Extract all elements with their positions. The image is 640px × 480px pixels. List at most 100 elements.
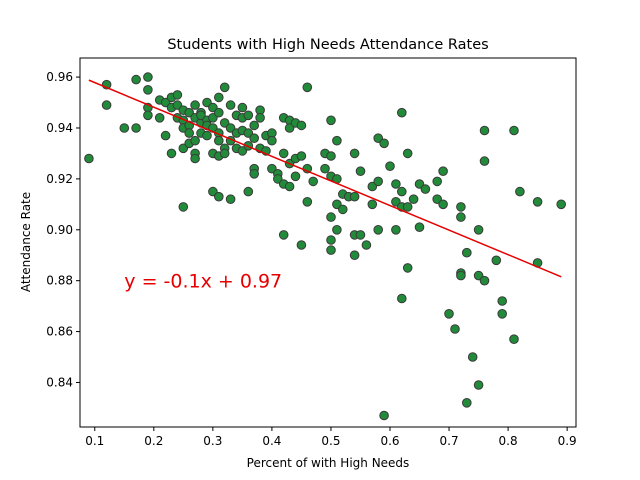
y-tick-label: 0.94 [46, 121, 73, 135]
data-point [249, 133, 259, 143]
data-point [438, 166, 448, 176]
x-tick-label: 0.6 [380, 434, 399, 448]
data-point [320, 163, 330, 174]
data-point [308, 176, 319, 187]
data-point [267, 135, 277, 146]
data-point [119, 123, 130, 133]
data-point [302, 197, 313, 207]
data-point [190, 100, 200, 110]
data-point [143, 110, 153, 121]
trendline-equation: y = -0.1x + 0.97 [124, 271, 282, 293]
data-point [462, 247, 472, 258]
data-point [219, 148, 230, 159]
plot-frame [79, 57, 577, 428]
y-tick-label: 0.90 [46, 223, 73, 237]
y-tick-label: 0.86 [46, 325, 73, 339]
data-point [296, 151, 307, 161]
data-point [214, 135, 224, 146]
data-point [255, 113, 265, 123]
x-tick-label: 0.5 [321, 434, 340, 448]
data-point [178, 202, 189, 212]
data-point [154, 113, 165, 123]
data-point [556, 199, 567, 210]
data-point [373, 225, 384, 235]
data-point [532, 197, 543, 207]
plot-area: y = -0.1x + 0.97 [84, 72, 567, 421]
data-point [219, 82, 230, 93]
data-point [361, 240, 372, 250]
data-point [479, 125, 490, 136]
data-point [402, 202, 413, 212]
data-point [143, 85, 153, 95]
data-point [131, 74, 141, 85]
data-point [355, 166, 366, 176]
data-point [332, 225, 342, 235]
data-point [243, 186, 254, 197]
data-point [491, 255, 502, 266]
data-point [385, 161, 395, 171]
data-point [166, 148, 177, 159]
data-point [473, 225, 484, 235]
data-point [326, 245, 336, 255]
data-point [420, 184, 431, 194]
x-axis-label: Percent of with High Needs [247, 456, 410, 470]
chart-title: Students with High Needs Attendance Rate… [167, 37, 488, 53]
data-point [397, 186, 407, 197]
data-point [84, 153, 94, 164]
data-point [296, 120, 307, 131]
data-point [225, 194, 236, 204]
data-point [243, 110, 254, 121]
data-point [456, 212, 466, 222]
data-point [296, 240, 307, 250]
data-point [367, 199, 378, 210]
data-point [326, 235, 336, 245]
data-point [290, 171, 301, 182]
data-point [355, 230, 366, 240]
data-point [190, 153, 200, 164]
data-point [349, 250, 360, 260]
data-point [497, 309, 508, 319]
x-tick-label: 0.9 [558, 434, 577, 448]
data-point [237, 102, 248, 113]
data-point [326, 115, 336, 126]
y-tick-label: 0.92 [46, 172, 73, 186]
data-point [202, 130, 212, 141]
data-point [278, 148, 289, 159]
data-point [379, 410, 389, 421]
x-tick-label: 0.4 [262, 434, 281, 448]
data-point [456, 270, 466, 281]
data-point [214, 92, 224, 103]
data-point [349, 148, 360, 159]
data-point [450, 324, 460, 334]
data-point [438, 199, 448, 210]
data-point [408, 194, 419, 204]
data-point [249, 169, 259, 179]
data-point [444, 309, 454, 319]
trendline [88, 79, 562, 278]
data-point [509, 334, 519, 345]
data-point [284, 181, 295, 192]
data-point [131, 123, 141, 133]
data-point [172, 90, 183, 100]
data-point [456, 202, 466, 212]
data-point [467, 352, 478, 362]
x-tick-label: 0.2 [144, 434, 163, 448]
axes: 0.1 0.2 0.3 0.4 0.5 0.6 0.7 0.8 0.9 0.84 0.86 0.88 0… [46, 57, 577, 448]
data-point [184, 128, 194, 138]
data-point [402, 148, 413, 159]
y-tick-label: 0.88 [46, 274, 73, 288]
data-point [143, 72, 153, 82]
data-point [160, 130, 171, 141]
data-point [479, 156, 490, 166]
x-tick-label: 0.8 [499, 434, 518, 448]
y-tick-label: 0.84 [46, 375, 73, 389]
data-point [391, 179, 401, 189]
data-point [509, 125, 519, 136]
data-point [479, 275, 490, 286]
data-point [101, 100, 112, 110]
data-point [373, 176, 384, 187]
data-point [326, 151, 336, 161]
data-point [249, 120, 259, 131]
data-point [397, 293, 407, 304]
data-point [397, 107, 407, 118]
